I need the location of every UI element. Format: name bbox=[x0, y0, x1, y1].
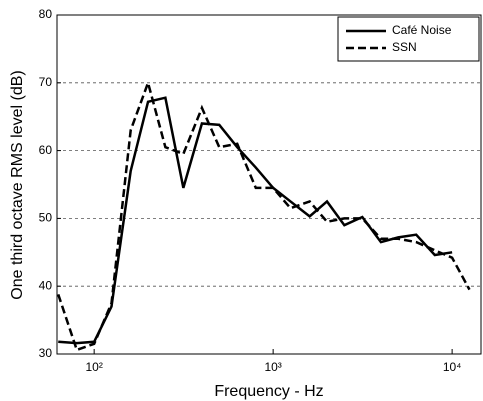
legend-label: SSN bbox=[392, 40, 417, 54]
y-tick-label: 40 bbox=[39, 278, 53, 292]
x-tick-label: 10⁴ bbox=[443, 360, 462, 374]
legend-box bbox=[337, 16, 480, 62]
y-axis-label: One third octave RMS level (dB) bbox=[9, 70, 26, 299]
x-tick-label: 10³ bbox=[264, 360, 281, 374]
y-tick-label: 80 bbox=[39, 7, 53, 21]
plot-frame bbox=[56, 14, 482, 355]
y-tick-label: 50 bbox=[39, 211, 53, 225]
x-tick-label: 10² bbox=[85, 360, 102, 374]
series-line bbox=[57, 78, 471, 352]
series-line bbox=[58, 96, 453, 345]
x-axis-label: Frequency - Hz bbox=[214, 383, 323, 400]
y-tick-label: 60 bbox=[39, 143, 53, 157]
legend-label: Café Noise bbox=[392, 23, 452, 37]
y-tick-label: 30 bbox=[39, 346, 53, 360]
y-tick-label: 70 bbox=[39, 75, 53, 89]
